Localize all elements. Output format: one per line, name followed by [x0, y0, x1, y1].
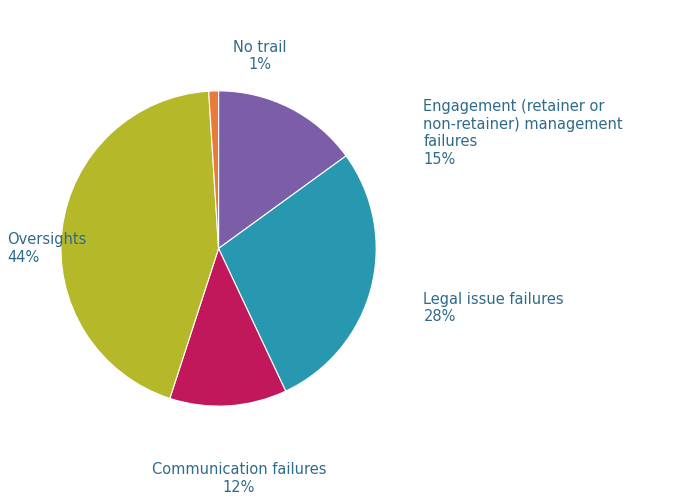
Text: Communication failures
12%: Communication failures 12%	[152, 462, 326, 495]
Wedge shape	[219, 156, 376, 391]
Wedge shape	[209, 91, 219, 248]
Text: No trail
1%: No trail 1%	[233, 40, 286, 72]
Wedge shape	[219, 91, 346, 248]
Text: Engagement (retainer or
non-retainer) management
failures
15%: Engagement (retainer or non-retainer) ma…	[423, 99, 623, 166]
Text: Legal issue failures
28%: Legal issue failures 28%	[423, 292, 564, 325]
Wedge shape	[170, 248, 285, 406]
Text: Oversights
44%: Oversights 44%	[7, 232, 86, 265]
Wedge shape	[61, 91, 219, 399]
